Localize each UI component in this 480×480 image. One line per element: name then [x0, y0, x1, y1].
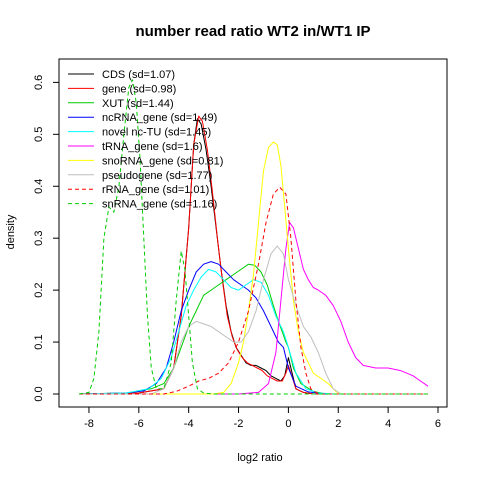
y-axis-label: density — [5, 214, 17, 249]
chart-title: number read ratio WT2 in/WT1 IP — [135, 23, 370, 40]
series-line-3 — [78, 261, 428, 395]
series-line-2 — [78, 263, 428, 395]
legend-label: pseudogene (sd=1.77) — [102, 170, 212, 182]
series-line-7 — [79, 245, 428, 395]
series-line-8 — [79, 186, 428, 395]
y-tick-label: 0.4 — [33, 179, 45, 194]
x-tick-label: 0 — [285, 418, 291, 430]
y-tick-label: 0.5 — [33, 127, 45, 142]
y-axis: 0.0 0.1 0.2 0.3 0.4 0.5 0.6 — [33, 75, 60, 402]
x-tick-label: -4 — [184, 418, 194, 430]
x-tick-label: -8 — [84, 418, 94, 430]
y-tick-label: 0.6 — [33, 75, 45, 90]
x-tick-label: -6 — [134, 418, 144, 430]
y-tick-label: 0.0 — [33, 386, 45, 401]
legend-label: gene (sd=0.98) — [102, 83, 176, 95]
series-lines — [78, 79, 429, 395]
legend-label: novel nc-TU (sd=1.45) — [102, 127, 211, 139]
x-tick-label: -2 — [234, 418, 244, 430]
x-tick-label: 2 — [335, 418, 341, 430]
legend-label: CDS (sd=1.07) — [102, 69, 175, 81]
series-line-5 — [79, 222, 429, 395]
legend-label: snoRNA_gene (sd=0.81) — [102, 155, 223, 167]
legend: CDS (sd=1.07) gene (sd=0.98) XUT (sd=1.44)… — [68, 69, 223, 211]
series-line-9 — [78, 79, 428, 395]
x-axis: -8 -6 -4 -2 0 2 4 6 — [84, 406, 441, 430]
x-tick-label: 4 — [385, 418, 391, 430]
y-tick-label: 0.2 — [33, 282, 45, 297]
plot-frame — [58, 58, 448, 408]
legend-label: snRNA_gene (sd=1.16) — [102, 199, 217, 211]
legend-label: tRNA_gene (sd=1.6) — [102, 141, 203, 153]
legend-label: XUT (sd=1.44) — [102, 98, 174, 110]
legend-label: ncRNA_gene (sd=1.49) — [102, 112, 217, 124]
y-tick-label: 0.1 — [33, 334, 45, 349]
x-axis-label: log2 ratio — [237, 452, 282, 464]
series-line-4 — [78, 268, 428, 395]
legend-label: rRNA_gene (sd=1.01) — [102, 184, 209, 196]
series-line-6 — [79, 141, 428, 395]
y-tick-label: 0.3 — [33, 231, 45, 246]
x-tick-label: 6 — [435, 418, 441, 430]
